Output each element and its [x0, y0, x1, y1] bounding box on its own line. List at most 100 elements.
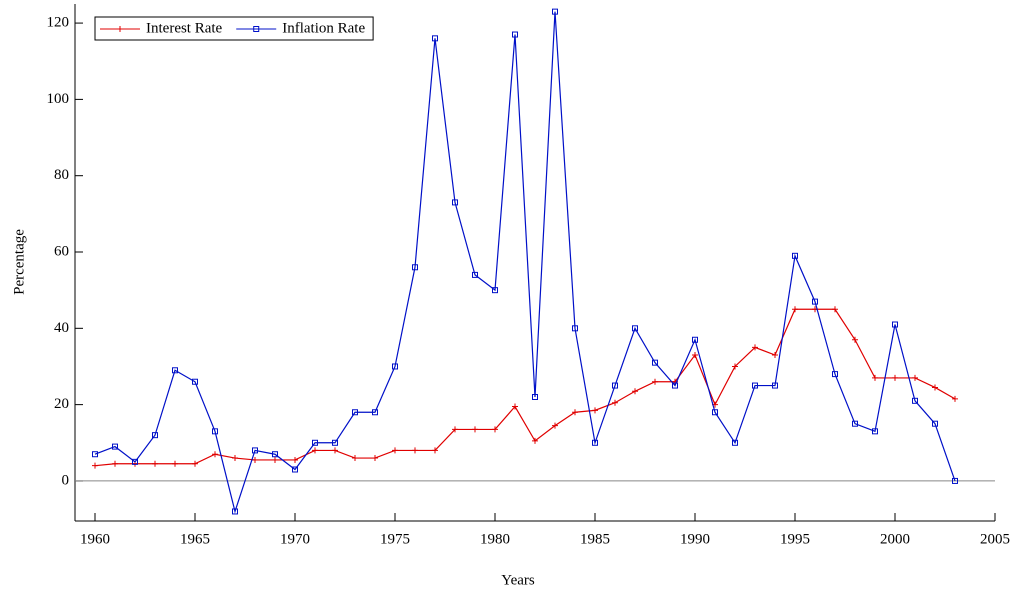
- x-tick-label: 1975: [380, 531, 410, 547]
- marker: [512, 31, 518, 38]
- marker: [452, 199, 458, 206]
- y-tick-label: 0: [62, 472, 70, 488]
- marker: [172, 367, 178, 374]
- marker: [892, 374, 898, 381]
- y-tick-label: 120: [47, 15, 70, 31]
- marker: [292, 466, 298, 473]
- marker: [952, 395, 958, 402]
- marker: [672, 382, 678, 389]
- marker: [412, 264, 418, 271]
- x-tick-label: 1965: [180, 531, 210, 547]
- marker: [312, 447, 318, 454]
- marker: [832, 306, 838, 313]
- marker: [232, 455, 238, 462]
- legend-marker: [117, 26, 123, 32]
- marker: [512, 403, 518, 410]
- marker: [192, 460, 198, 467]
- marker: [912, 374, 918, 381]
- y-axis-label: Percentage: [11, 229, 27, 295]
- marker: [612, 382, 618, 389]
- marker: [112, 460, 118, 467]
- marker: [872, 428, 878, 435]
- marker: [872, 374, 878, 381]
- marker: [452, 426, 458, 433]
- marker: [932, 384, 938, 391]
- marker: [372, 455, 378, 462]
- marker: [292, 456, 298, 463]
- marker: [392, 363, 398, 370]
- marker: [232, 508, 238, 515]
- marker: [152, 432, 158, 439]
- series-line: [94, 11, 956, 514]
- x-tick-label: 1995: [780, 531, 810, 547]
- marker: [652, 359, 658, 366]
- legend-label: Interest Rate: [146, 20, 223, 36]
- marker: [632, 388, 638, 395]
- marker: [432, 35, 438, 42]
- marker: [552, 422, 558, 429]
- marker: [312, 439, 318, 446]
- marker: [732, 439, 738, 446]
- marker: [152, 460, 158, 467]
- marker: [492, 426, 498, 433]
- marker: [372, 409, 378, 416]
- x-tick-label: 1970: [280, 531, 310, 547]
- marker: [352, 409, 358, 416]
- marker: [332, 439, 338, 446]
- y-tick-label: 100: [47, 91, 70, 107]
- marker: [852, 336, 858, 343]
- marker: [532, 437, 538, 444]
- x-tick-label: 1990: [680, 531, 710, 547]
- x-tick-label: 1980: [480, 531, 510, 547]
- marker: [92, 462, 98, 469]
- marker: [252, 456, 258, 463]
- marker: [272, 451, 278, 458]
- y-tick-label: 60: [54, 243, 69, 259]
- marker: [572, 409, 578, 416]
- marker: [412, 447, 418, 454]
- marker: [952, 477, 958, 484]
- marker: [172, 460, 178, 467]
- marker: [92, 451, 98, 458]
- marker: [832, 371, 838, 378]
- marker: [392, 447, 398, 454]
- marker: [772, 352, 778, 359]
- marker: [252, 447, 258, 454]
- marker: [792, 252, 798, 259]
- x-tick-label: 2000: [880, 531, 910, 547]
- marker: [692, 336, 698, 343]
- marker: [812, 298, 818, 305]
- legend-box: [94, 16, 374, 41]
- marker: [592, 407, 598, 414]
- marker: [472, 426, 478, 433]
- marker: [732, 363, 738, 370]
- y-tick-label: 40: [54, 320, 69, 336]
- marker: [892, 321, 898, 328]
- marker: [212, 451, 218, 458]
- marker: [572, 325, 578, 332]
- marker: [752, 382, 758, 389]
- series-line: [94, 308, 956, 467]
- marker: [712, 409, 718, 416]
- legend-label: Inflation Rate: [282, 20, 365, 36]
- legend: Interest Rate Inflation Rate: [94, 16, 374, 41]
- marker: [352, 455, 358, 462]
- marker: [212, 428, 218, 435]
- marker: [792, 306, 798, 313]
- x-axis-label: Years: [501, 572, 535, 588]
- marker: [552, 8, 558, 15]
- x-tick-label: 2005: [980, 531, 1010, 547]
- marker: [772, 382, 778, 389]
- marker: [912, 397, 918, 404]
- marker: [192, 378, 198, 385]
- marker: [492, 287, 498, 294]
- marker: [332, 447, 338, 454]
- x-tick-label: 1960: [80, 531, 110, 547]
- y-tick-label: 80: [54, 167, 69, 183]
- marker: [652, 378, 658, 385]
- marker: [932, 420, 938, 427]
- marker: [692, 352, 698, 359]
- marker: [612, 399, 618, 406]
- y-tick-label: 20: [54, 396, 69, 412]
- marker: [632, 325, 638, 332]
